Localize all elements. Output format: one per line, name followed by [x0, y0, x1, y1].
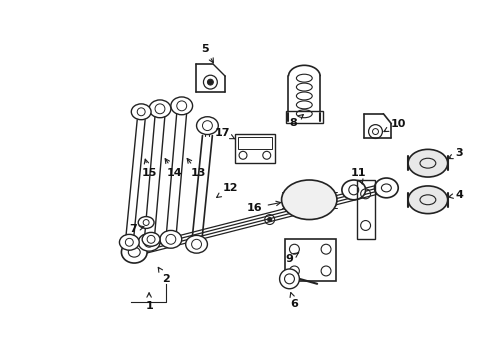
Text: 11: 11 — [350, 168, 366, 184]
Ellipse shape — [281, 180, 336, 220]
Ellipse shape — [149, 100, 170, 118]
Bar — [235, 134, 274, 163]
Ellipse shape — [374, 178, 397, 198]
Ellipse shape — [185, 235, 207, 253]
Text: 9: 9 — [285, 253, 298, 264]
Ellipse shape — [341, 180, 365, 200]
Circle shape — [279, 269, 299, 289]
Text: 12: 12 — [216, 183, 238, 198]
Ellipse shape — [131, 104, 151, 120]
Text: 16: 16 — [246, 201, 280, 213]
Text: 14: 14 — [165, 159, 182, 178]
Ellipse shape — [196, 117, 218, 135]
Ellipse shape — [142, 233, 160, 246]
Ellipse shape — [121, 241, 147, 263]
Text: 7: 7 — [129, 224, 143, 234]
Text: 1: 1 — [145, 293, 153, 311]
Text: 13: 13 — [187, 158, 206, 178]
Ellipse shape — [138, 217, 154, 229]
Bar — [238, 138, 271, 149]
Text: 2: 2 — [158, 267, 169, 284]
Text: 17: 17 — [214, 127, 235, 139]
Text: 10: 10 — [383, 119, 405, 132]
Ellipse shape — [138, 233, 160, 251]
Text: 6: 6 — [289, 292, 298, 309]
Text: 15: 15 — [141, 159, 157, 178]
Text: 3: 3 — [447, 148, 463, 159]
Ellipse shape — [119, 234, 139, 250]
Text: 8: 8 — [289, 114, 303, 128]
Ellipse shape — [407, 149, 447, 177]
Ellipse shape — [407, 186, 447, 213]
Text: 5: 5 — [201, 44, 213, 63]
Ellipse shape — [160, 230, 182, 248]
Bar — [356, 180, 374, 239]
Text: 4: 4 — [447, 190, 463, 200]
Bar — [284, 239, 335, 281]
Ellipse shape — [170, 97, 192, 115]
Circle shape — [267, 217, 271, 221]
Bar — [285, 111, 323, 123]
Circle shape — [207, 79, 213, 85]
